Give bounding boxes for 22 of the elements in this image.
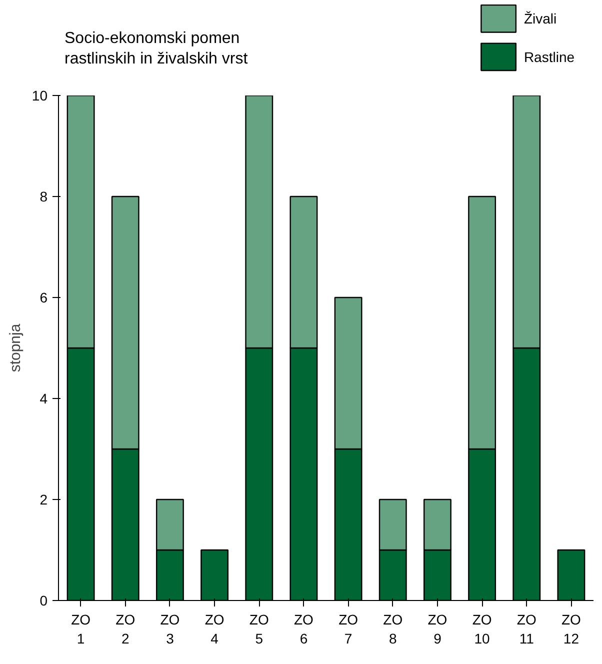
y-tick-label: 8 — [40, 188, 48, 204]
x-tick-label: ZO 10 — [472, 612, 492, 647]
x-tick-label: ZO 11 — [516, 612, 536, 647]
x-tick-label: ZO 6 — [294, 612, 314, 647]
x-tick-label: ZO 4 — [204, 612, 224, 647]
x-tick-label: ZO 8 — [383, 612, 403, 647]
y-tick-label: 6 — [40, 290, 48, 306]
y-tick-label: 10 — [32, 88, 48, 104]
x-tick-label: ZO 12 — [561, 612, 582, 647]
y-tick-label: 4 — [40, 390, 48, 406]
x-tick-label: ZO 3 — [160, 612, 180, 647]
y-axis-title: stopnja — [6, 323, 24, 372]
x-tick-label: ZO 1 — [71, 612, 91, 647]
x-tick-label: ZO 2 — [116, 612, 136, 647]
chart-title: Socio-ekonomski pomen rastlinskih in živalskih vrst — [64, 30, 248, 68]
legend-label: Živali — [524, 10, 557, 27]
legend-label: Rastline — [524, 48, 575, 65]
x-tick-label: ZO 9 — [428, 612, 448, 647]
x-tick-label: ZO 7 — [338, 612, 358, 647]
x-tick-label: ZO 5 — [249, 612, 269, 647]
y-tick-label: 2 — [40, 492, 48, 508]
y-tick-label: 0 — [40, 592, 48, 608]
